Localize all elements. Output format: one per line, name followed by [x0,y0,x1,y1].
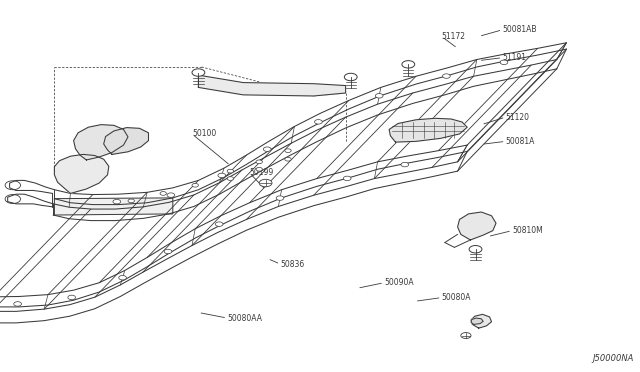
Circle shape [469,246,482,253]
Circle shape [315,120,322,124]
Circle shape [376,93,383,98]
Circle shape [167,193,175,197]
Circle shape [402,61,415,68]
Polygon shape [54,198,173,215]
Circle shape [218,173,226,178]
Polygon shape [458,212,496,240]
Circle shape [160,192,166,195]
Text: 50836: 50836 [280,260,305,269]
Text: 51172: 51172 [442,32,466,41]
Polygon shape [54,154,109,193]
Text: 50100: 50100 [192,129,216,138]
Text: 50810M: 50810M [512,226,543,235]
Circle shape [276,196,284,200]
Circle shape [68,295,76,300]
Circle shape [128,199,134,203]
Circle shape [344,73,357,81]
Circle shape [192,183,198,187]
Circle shape [264,147,271,151]
Polygon shape [104,128,148,154]
Circle shape [227,169,234,173]
Polygon shape [389,118,467,142]
Circle shape [256,167,262,171]
Circle shape [227,177,234,180]
Polygon shape [471,314,492,328]
Circle shape [344,176,351,181]
Circle shape [14,302,21,306]
Circle shape [500,60,508,65]
Text: 50199: 50199 [250,169,274,177]
Circle shape [113,199,120,204]
Circle shape [461,333,471,339]
Circle shape [119,275,127,280]
Circle shape [285,157,291,161]
Text: J50000NA: J50000NA [592,354,634,363]
Text: 50080AA: 50080AA [227,314,262,323]
Polygon shape [74,125,128,160]
Polygon shape [471,318,483,324]
Text: 50081AB: 50081AB [502,25,537,34]
Circle shape [256,160,262,164]
Text: 50080A: 50080A [442,293,471,302]
Circle shape [259,179,272,187]
Polygon shape [198,75,346,96]
Text: 50081A: 50081A [506,137,535,146]
Circle shape [401,162,409,167]
Circle shape [164,249,172,254]
Text: 51191: 51191 [502,53,527,62]
Text: 50090A: 50090A [384,278,413,287]
Text: 51120: 51120 [506,113,530,122]
Circle shape [443,74,451,78]
Circle shape [215,222,223,226]
Circle shape [285,149,291,153]
Circle shape [192,69,205,76]
